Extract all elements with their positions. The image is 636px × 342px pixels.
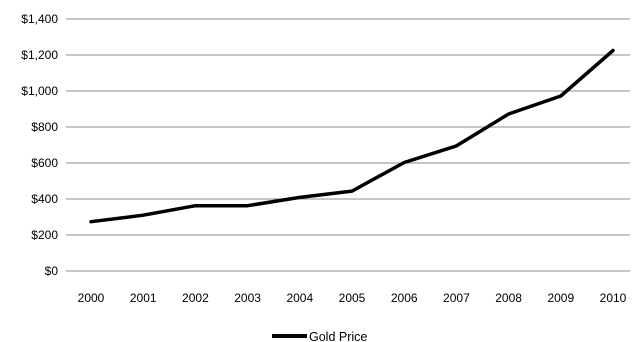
series-lines: [89, 48, 615, 224]
x-tick-label: 2010: [600, 291, 627, 305]
y-tick-label: $1,200: [21, 48, 58, 62]
y-tick-label: $600: [31, 156, 58, 170]
y-tick-label: $400: [31, 192, 58, 206]
legend-label-gold-price: Gold Price: [309, 330, 367, 342]
y-tick-label: $200: [31, 228, 58, 242]
x-tick-label: 2003: [234, 291, 261, 305]
y-tick-label: $800: [31, 120, 58, 134]
y-gridlines: [66, 18, 630, 272]
x-tick-label: 2005: [339, 291, 366, 305]
legend: Gold Price: [272, 330, 367, 342]
x-tick-label: 2008: [495, 291, 522, 305]
y-tick-label: $1,000: [21, 84, 58, 98]
x-axis-tick-labels: 2000 2001 2002 2003 2004 2005 2006 2007 2008 2009…: [78, 291, 627, 305]
x-tick-label: 2006: [391, 291, 418, 305]
x-tick-label: 2004: [286, 291, 313, 305]
y-tick-label: $1,400: [21, 12, 58, 26]
y-axis-tick-labels: $0 $200 $400 $600 $800 $1,000 $1,200 $1,400: [21, 12, 58, 278]
x-tick-label: 2009: [547, 291, 574, 305]
series-line-gold-price: [89, 48, 615, 224]
x-tick-label: 2007: [443, 291, 470, 305]
x-tick-label: 2002: [182, 291, 209, 305]
x-tick-label: 2000: [78, 291, 105, 305]
y-tick-label: $0: [45, 264, 59, 278]
x-tick-label: 2001: [130, 291, 157, 305]
